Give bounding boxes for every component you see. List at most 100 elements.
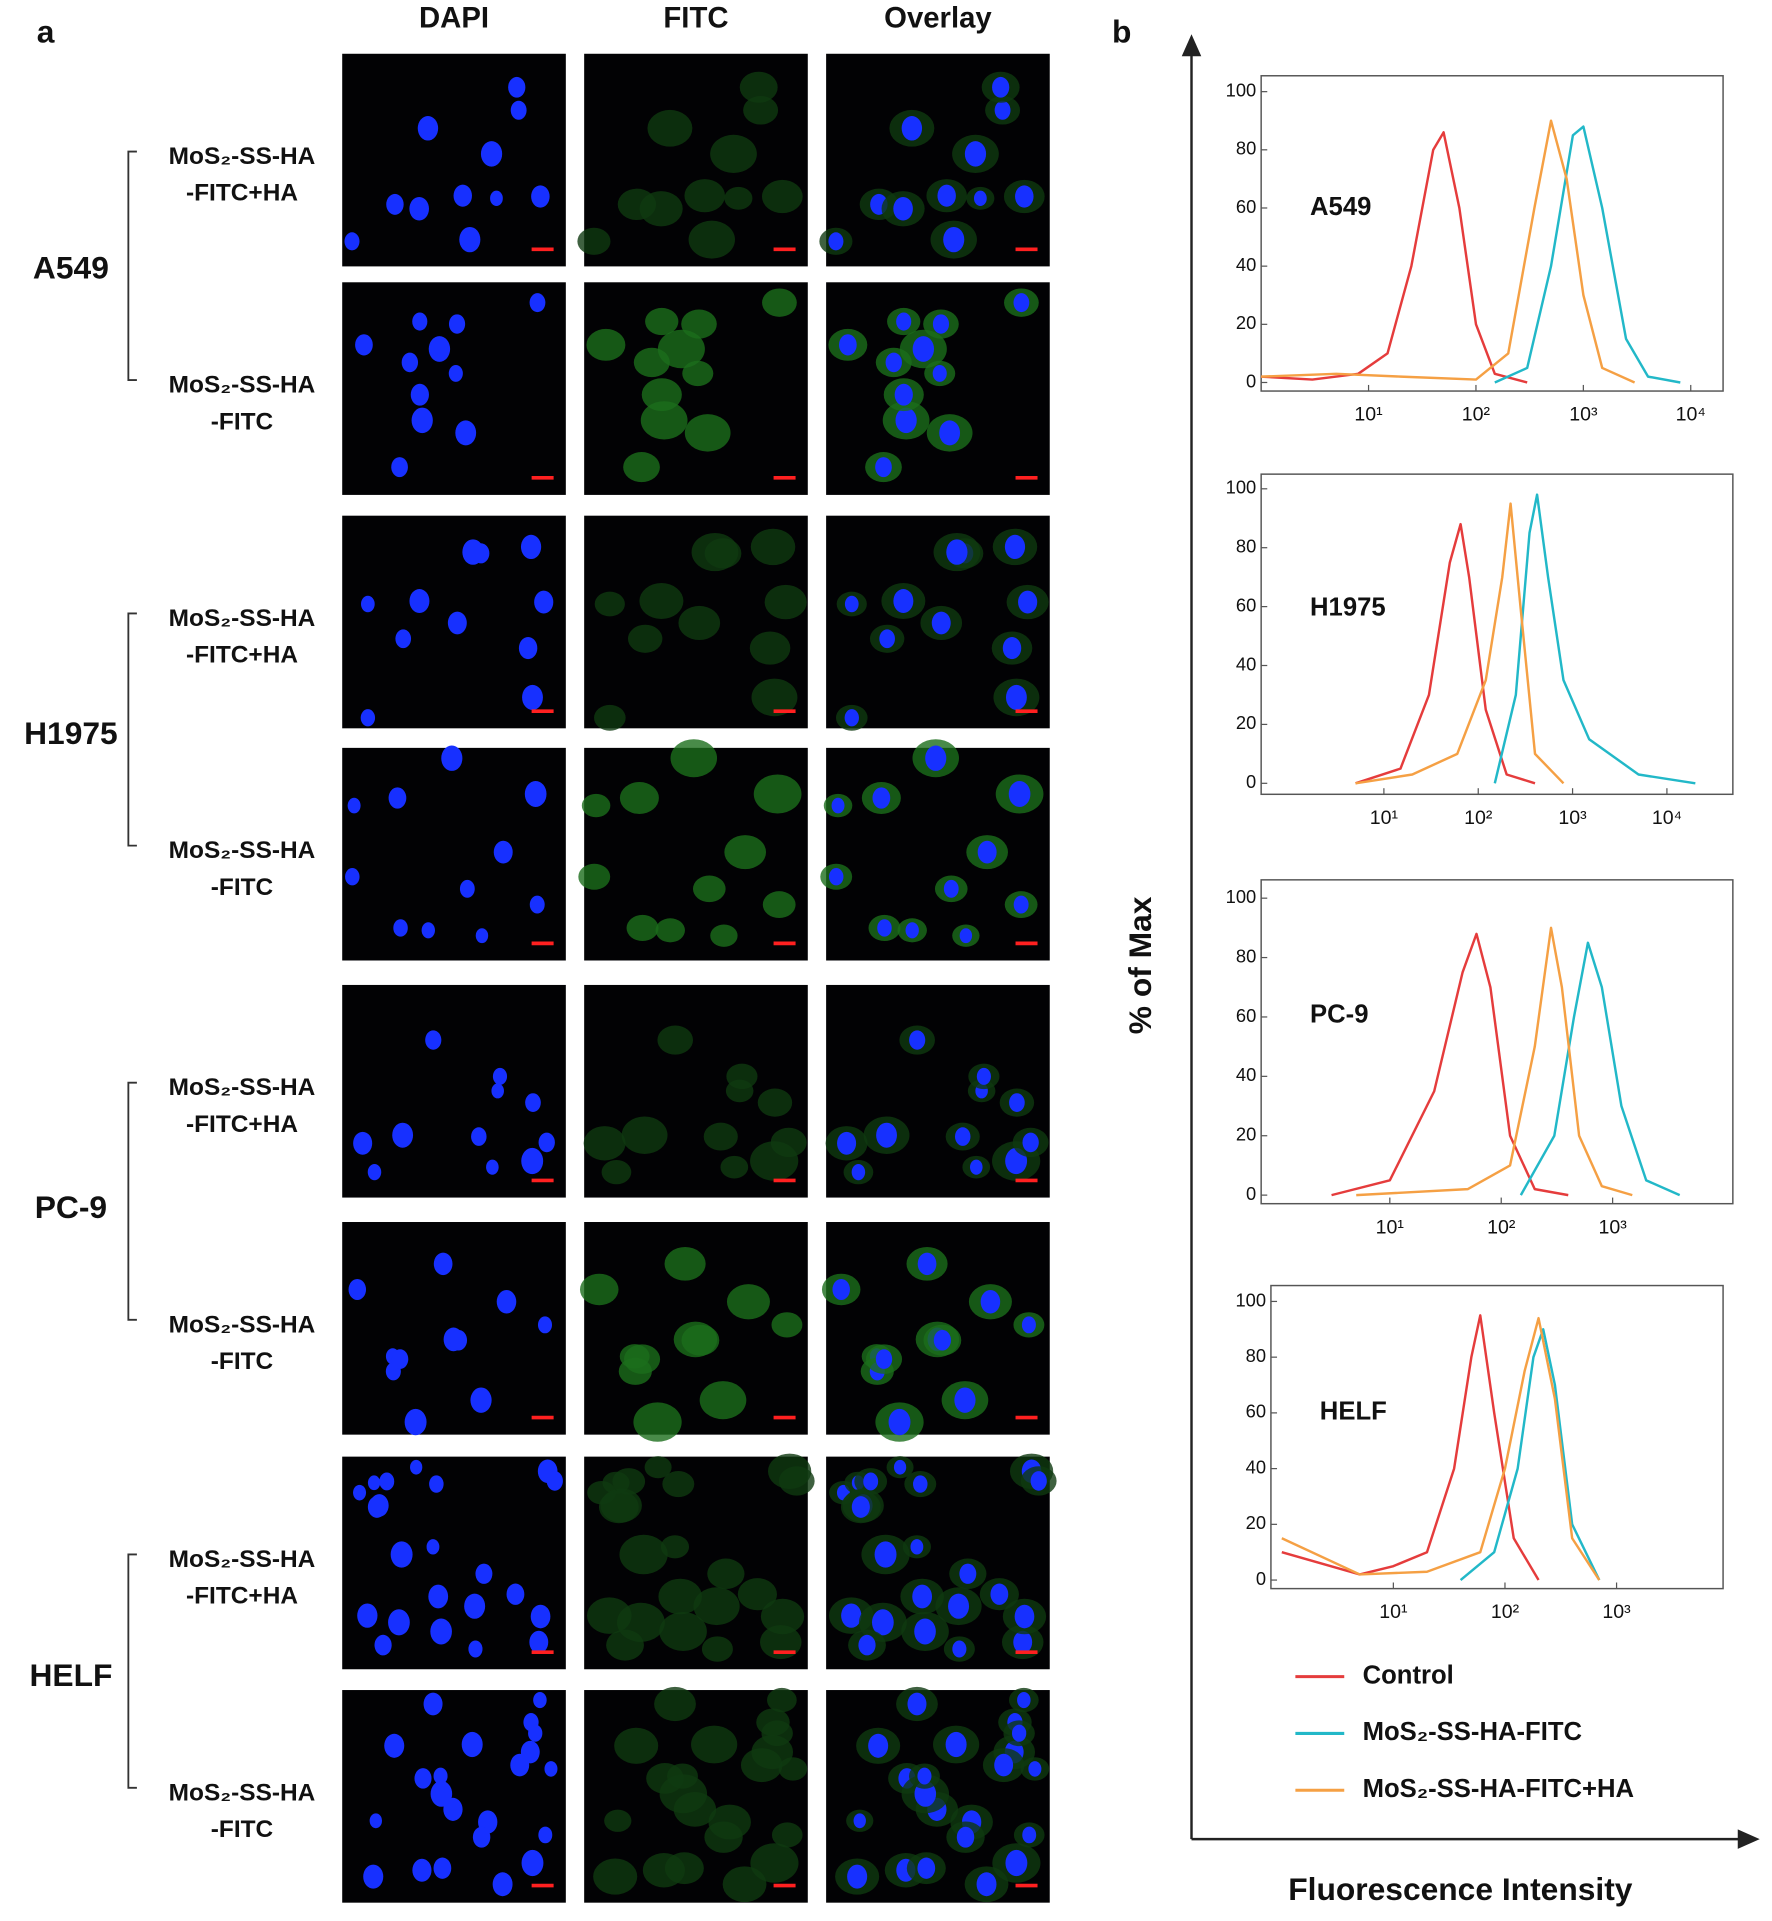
legend-label: MoS₂-SS-HA-FITC xyxy=(1363,1718,1582,1746)
nucleus xyxy=(360,595,375,613)
cytoplasm xyxy=(640,401,688,440)
cytoplasm xyxy=(737,1578,777,1611)
nucleus xyxy=(528,1724,543,1742)
bracket xyxy=(127,1081,137,1321)
nucleus xyxy=(531,185,550,208)
cytoplasm xyxy=(688,220,735,259)
nucleus xyxy=(858,1634,876,1656)
cytoplasm xyxy=(657,329,705,369)
nucleus xyxy=(1017,1691,1031,1709)
cytoplasm xyxy=(647,109,693,147)
nucleus xyxy=(868,1733,889,1758)
nucleus xyxy=(522,684,543,710)
y-tick-label: 80 xyxy=(1246,1345,1266,1366)
nucleus xyxy=(393,919,408,937)
nucleus xyxy=(976,1067,991,1085)
nucleus xyxy=(910,1539,924,1555)
nucleus xyxy=(367,1475,381,1491)
nucleus xyxy=(893,196,913,221)
cytoplasm xyxy=(704,1821,743,1853)
cytoplasm xyxy=(778,1466,815,1496)
cytoplasm xyxy=(740,1748,783,1783)
nucleus xyxy=(1005,684,1027,710)
nucleus xyxy=(363,1864,384,1889)
nucleus xyxy=(828,232,844,251)
nucleus xyxy=(913,1475,928,1493)
cytoplasm xyxy=(593,1858,638,1895)
condition-label: -FITC xyxy=(211,874,273,901)
nucleus xyxy=(909,1030,926,1050)
nucleus xyxy=(433,1767,448,1785)
cytoplasm xyxy=(726,1284,770,1320)
cytoplasm xyxy=(753,774,802,814)
cytoplasm xyxy=(739,71,778,103)
nucleus xyxy=(464,1593,486,1619)
x-tick-label: 10² xyxy=(1464,807,1493,829)
nucleus xyxy=(844,595,859,613)
nucleus xyxy=(521,1849,544,1877)
nucleus xyxy=(893,589,914,614)
cytoplasm xyxy=(627,624,663,653)
y-tick-label: 100 xyxy=(1226,79,1257,100)
nucleus xyxy=(496,1290,517,1314)
nucleus xyxy=(345,868,360,886)
cytoplasm xyxy=(655,918,685,943)
nucleus xyxy=(390,1541,413,1568)
nucleus xyxy=(472,1826,491,1848)
histogram-curve xyxy=(1261,131,1528,384)
cytoplasm xyxy=(681,1324,720,1356)
x-tick-label: 10⁴ xyxy=(1676,404,1706,426)
cell-line-label: PC-9 xyxy=(35,1189,107,1225)
nucleus xyxy=(386,193,404,215)
cytoplasm xyxy=(681,309,717,339)
nucleus xyxy=(851,1496,870,1518)
nucleus xyxy=(524,780,547,807)
condition-label: -FITC+HA xyxy=(186,1583,298,1610)
cytoplasm xyxy=(654,1686,696,1722)
nucleus xyxy=(959,1563,977,1584)
x-tick-label: 10³ xyxy=(1602,1601,1631,1623)
y-tick-label: 40 xyxy=(1236,653,1256,674)
nucleus xyxy=(828,868,844,886)
cytoplasm xyxy=(601,1160,632,1185)
x-tick-label: 10² xyxy=(1462,404,1491,426)
nucleus xyxy=(945,1731,967,1758)
arrow-head xyxy=(1181,34,1202,57)
nucleus xyxy=(896,312,912,331)
nucleus xyxy=(374,1634,392,1656)
cytoplasm xyxy=(707,1558,745,1590)
nucleus xyxy=(534,590,554,614)
column-header: FITC xyxy=(663,1,728,34)
nucleus xyxy=(421,922,435,939)
cytoplasm xyxy=(594,704,626,731)
nucleus xyxy=(475,1563,493,1584)
nucleus xyxy=(369,1813,383,1829)
y-tick-label: 20 xyxy=(1236,312,1256,333)
cytoplasm xyxy=(771,1822,803,1848)
nucleus xyxy=(347,797,361,814)
nucleus xyxy=(353,1131,373,1155)
nucleus xyxy=(853,1813,866,1829)
cytoplasm xyxy=(724,835,767,870)
nucleus xyxy=(355,334,373,356)
nucleus xyxy=(417,116,439,141)
nucleus xyxy=(905,922,919,939)
cytoplasm xyxy=(710,134,757,173)
cytoplasm xyxy=(639,191,683,227)
cytoplasm xyxy=(691,532,739,572)
nucleus xyxy=(428,1584,449,1609)
cytoplasm xyxy=(701,1636,733,1662)
cytoplasm xyxy=(639,583,684,620)
nucleus xyxy=(874,1541,897,1568)
x-tick-label: 10¹ xyxy=(1379,1601,1408,1623)
cytoplasm xyxy=(658,1578,702,1615)
cytoplasm xyxy=(750,1843,799,1883)
nucleus xyxy=(490,190,503,206)
nucleus xyxy=(433,1857,452,1879)
cytoplasm xyxy=(703,1122,738,1151)
cytoplasm xyxy=(583,1126,626,1161)
nucleus xyxy=(959,928,973,944)
nucleus xyxy=(344,232,360,251)
nucleus xyxy=(969,1159,983,1175)
y-tick-label: 80 xyxy=(1236,536,1256,557)
